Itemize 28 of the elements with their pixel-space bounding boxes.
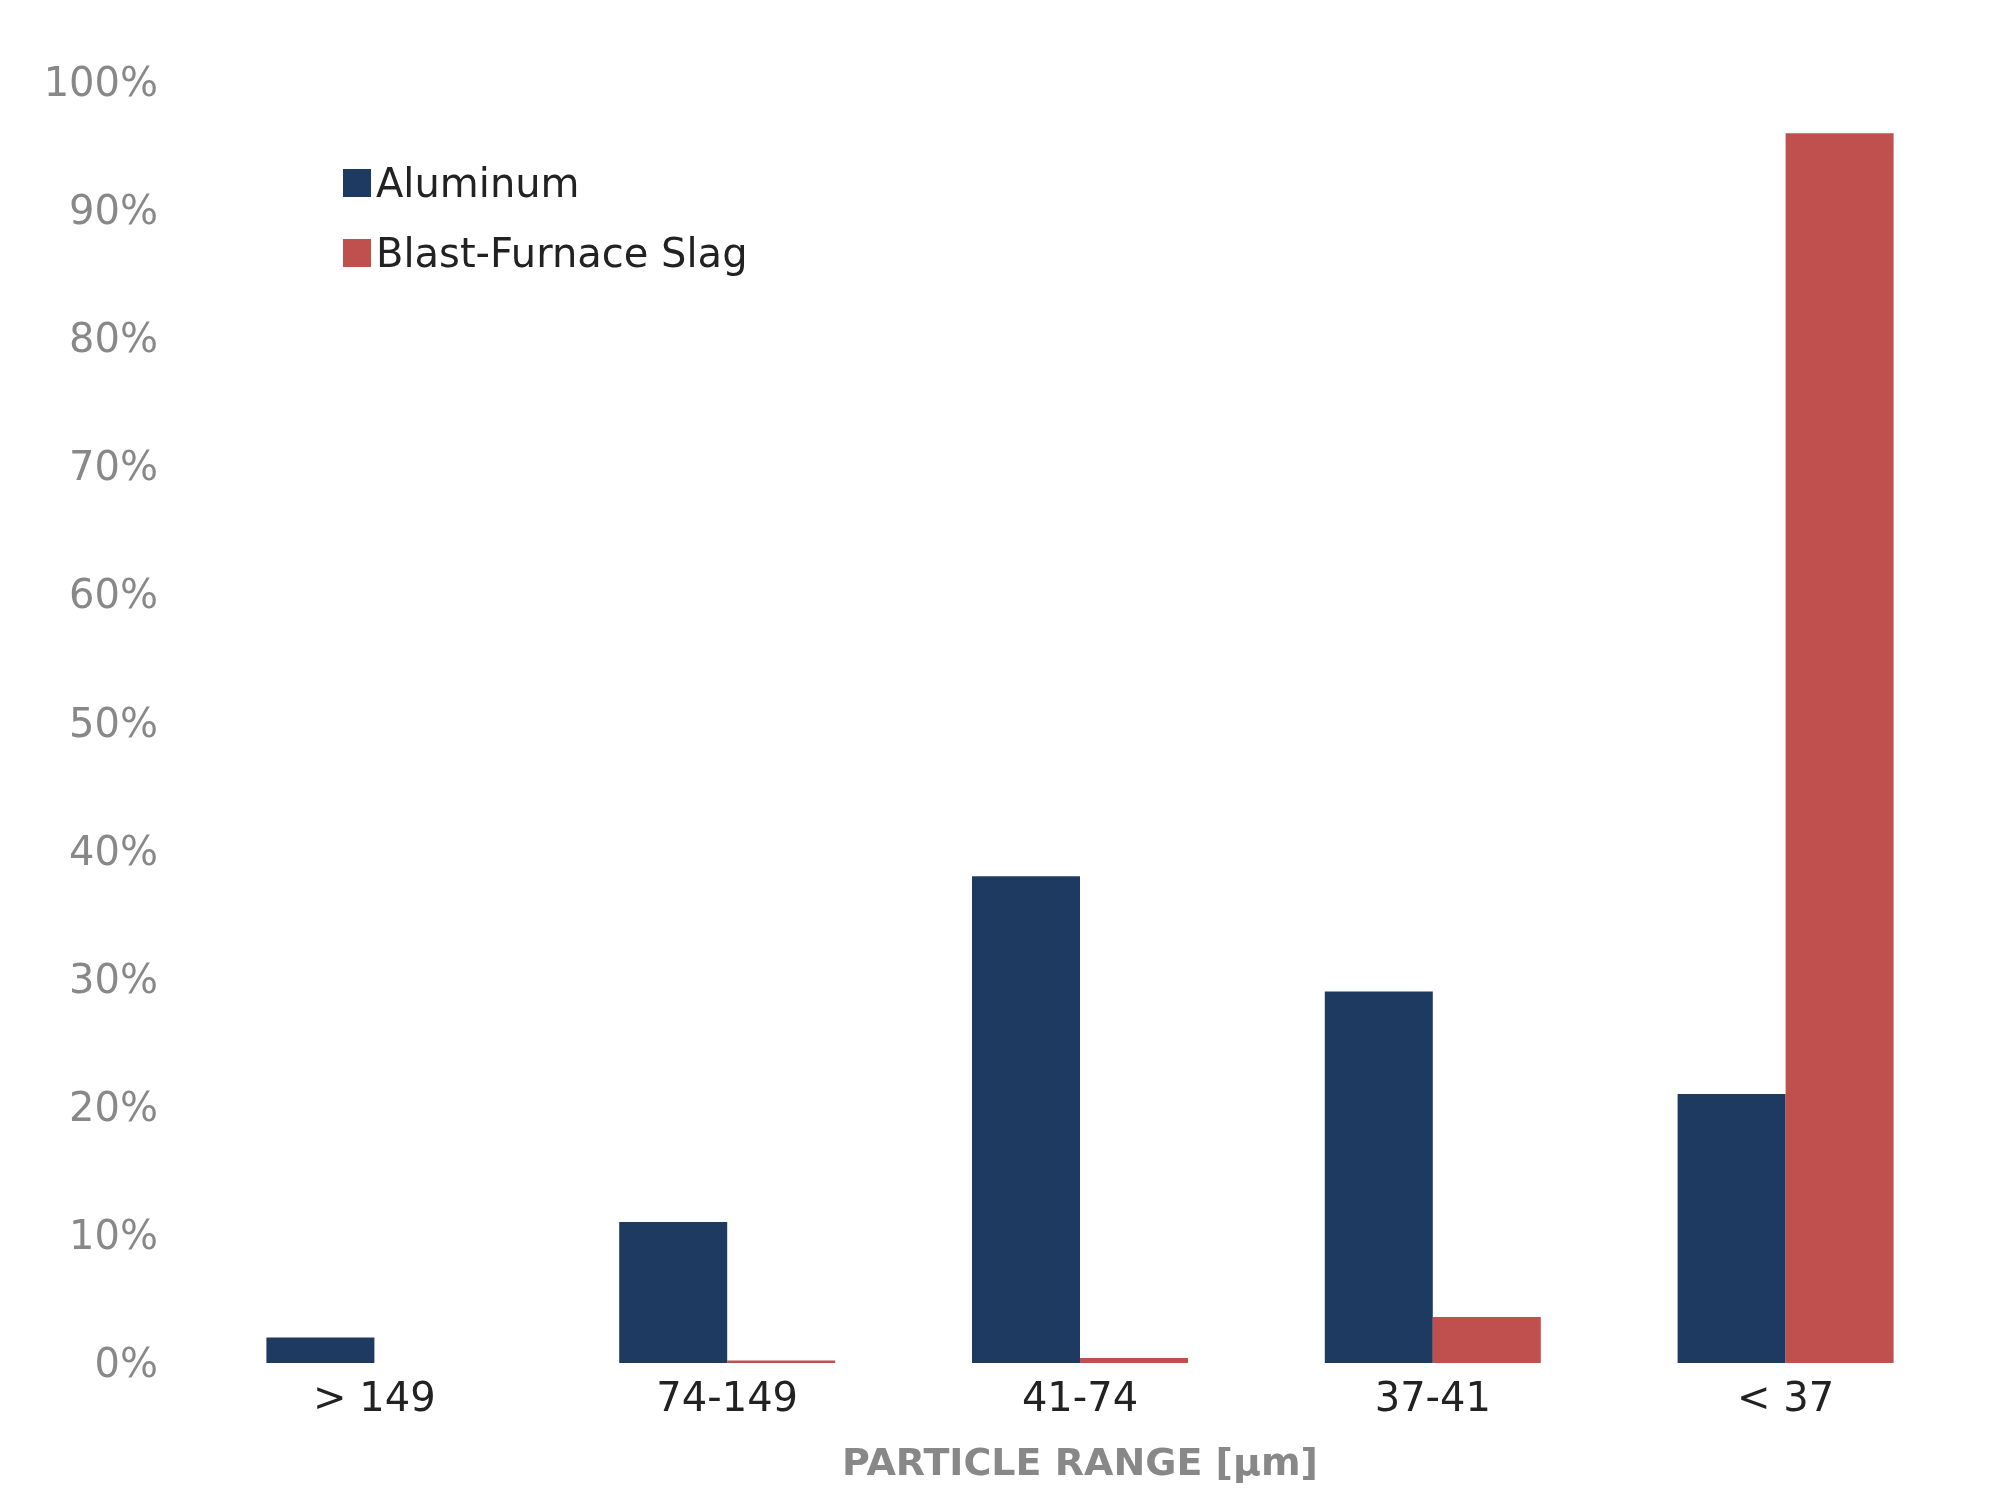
y-tick-label: 30% <box>69 955 158 1002</box>
y-tick-label: 50% <box>69 699 158 746</box>
y-tick-label: 80% <box>69 315 158 362</box>
legend-label: Blast-Furnace Slag <box>376 230 748 276</box>
x-tick-label: > 149 <box>313 1374 436 1420</box>
bar <box>1324 991 1433 1363</box>
x-tick-label: 74-149 <box>656 1374 799 1420</box>
y-tick-label: 70% <box>69 443 158 490</box>
bar <box>619 1222 728 1363</box>
bar <box>1785 133 1894 1363</box>
bar <box>727 1360 836 1363</box>
x-tick-label: < 37 <box>1737 1374 1835 1420</box>
y-tick-label: 40% <box>69 827 158 874</box>
x-tick-label: 41-74 <box>1021 1374 1139 1420</box>
y-tick-label: 0% <box>94 1340 158 1386</box>
bar <box>1432 1316 1541 1363</box>
y-tick-label: 60% <box>69 571 158 618</box>
bar <box>1677 1093 1786 1363</box>
legend-label: Aluminum <box>376 160 580 206</box>
y-tick-label: 90% <box>69 187 158 234</box>
y-tick-label: 20% <box>69 1083 158 1130</box>
y-tick-label: 10% <box>69 1211 158 1258</box>
x-tick-label: 37-41 <box>1374 1374 1491 1420</box>
bar <box>1080 1357 1188 1363</box>
y-tick-label: 100% <box>43 59 158 105</box>
x-axis-title: PARTICLE RANGE [μm] <box>842 1440 1318 1484</box>
bar <box>972 876 1080 1363</box>
bar <box>266 1337 375 1363</box>
